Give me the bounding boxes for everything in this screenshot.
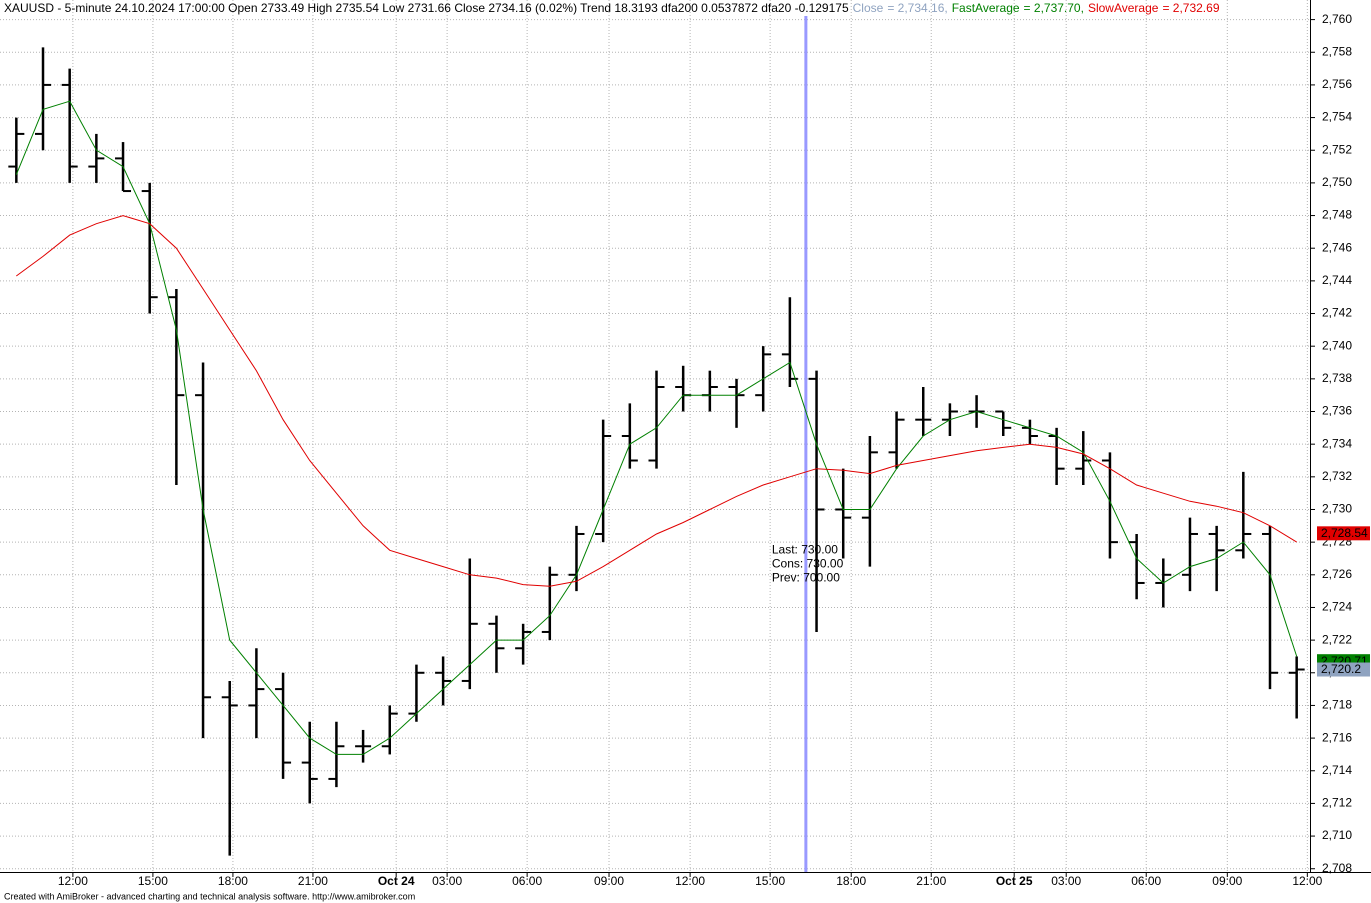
y-tick-label: 2,714	[1322, 763, 1352, 777]
x-tick-label: 09:00	[594, 874, 624, 888]
legend-name: SlowAverage	[1088, 1, 1159, 15]
x-tick-label: 21:00	[298, 874, 328, 888]
y-tick-label: 2,760	[1322, 12, 1352, 26]
x-tick-label: 03:00	[432, 874, 462, 888]
x-tick-label: 15:00	[755, 874, 785, 888]
value-badge-label: 2,728.54	[1321, 526, 1368, 540]
legend-value: = 2,734.16,	[887, 1, 947, 15]
y-tick-label: 2,712	[1322, 796, 1352, 810]
x-tick-label: 15:00	[138, 874, 168, 888]
y-tick-label: 2,734	[1322, 436, 1352, 450]
x-tick-label: 06:00	[512, 874, 542, 888]
x-tick-label: Oct 25	[996, 874, 1033, 888]
y-tick-label: 2,732	[1322, 469, 1352, 483]
y-tick-label: 2,752	[1322, 142, 1352, 156]
y-tick-label: 2,750	[1322, 175, 1352, 189]
y-tick-label: 2,722	[1322, 632, 1352, 646]
y-tick-label: 2,736	[1322, 404, 1352, 418]
moving-average-line	[16, 215, 1297, 587]
legend-name: FastAverage	[952, 1, 1020, 15]
y-tick-label: 2,744	[1322, 273, 1352, 287]
x-tick-label: 18:00	[836, 874, 866, 888]
y-tick-label: 2,742	[1322, 306, 1352, 320]
annotation-text: Cons: 730.00	[772, 556, 844, 570]
annotation-text: Last: 730.00	[772, 542, 838, 556]
grid	[0, 0, 1310, 872]
x-tick-label: 03:00	[1051, 874, 1081, 888]
y-tick-label: 2,746	[1322, 240, 1352, 254]
x-tick-label: 18:00	[218, 874, 248, 888]
legend-value: = 2,737.70,	[1024, 1, 1084, 15]
footer: Created with AmiBroker - advanced charti…	[4, 891, 415, 901]
x-tick-label: 06:00	[1131, 874, 1161, 888]
y-tick-label: 2,716	[1322, 730, 1352, 744]
y-tick-label: 2,710	[1322, 828, 1352, 842]
y-tick-label: 2,726	[1322, 567, 1352, 581]
x-tick-label: 12:00	[675, 874, 705, 888]
value-badge	[1317, 526, 1370, 541]
legend-value: = 2,732.69	[1162, 1, 1219, 15]
y-tick-label: 2,738	[1322, 371, 1352, 385]
header: XAUUSD - 5-minute 24.10.2024 17:00:00 Op…	[4, 1, 1220, 15]
y-tick-label: 2,718	[1322, 698, 1352, 712]
y-tick-label: 2,748	[1322, 208, 1352, 222]
y-tick-label: 2,758	[1322, 44, 1352, 58]
x-tick-label: Oct 24	[378, 874, 415, 888]
moving-average-line	[15, 100, 1298, 755]
legend-name: Close	[853, 1, 884, 15]
x-tick-label: 12:00	[1292, 874, 1322, 888]
y-tick-label: 2,708	[1322, 861, 1352, 875]
header-title: XAUUSD - 5-minute 24.10.2024 17:00:00 Op…	[4, 1, 849, 15]
y-tick-label: 2,730	[1322, 502, 1352, 516]
x-tick-label: 12:00	[58, 874, 88, 888]
value-badge-label: 2,720.2	[1321, 662, 1361, 676]
y-tick-label: 2,754	[1322, 110, 1352, 124]
y-tick-label: 2,724	[1322, 600, 1352, 614]
x-tick-label: 21:00	[916, 874, 946, 888]
annotation-text: Prev: 700.00	[772, 570, 840, 584]
value-badge	[1317, 662, 1370, 677]
x-tick-label: 09:00	[1212, 874, 1242, 888]
y-tick-label: 2,756	[1322, 77, 1352, 91]
y-tick-label: 2,740	[1322, 338, 1352, 352]
